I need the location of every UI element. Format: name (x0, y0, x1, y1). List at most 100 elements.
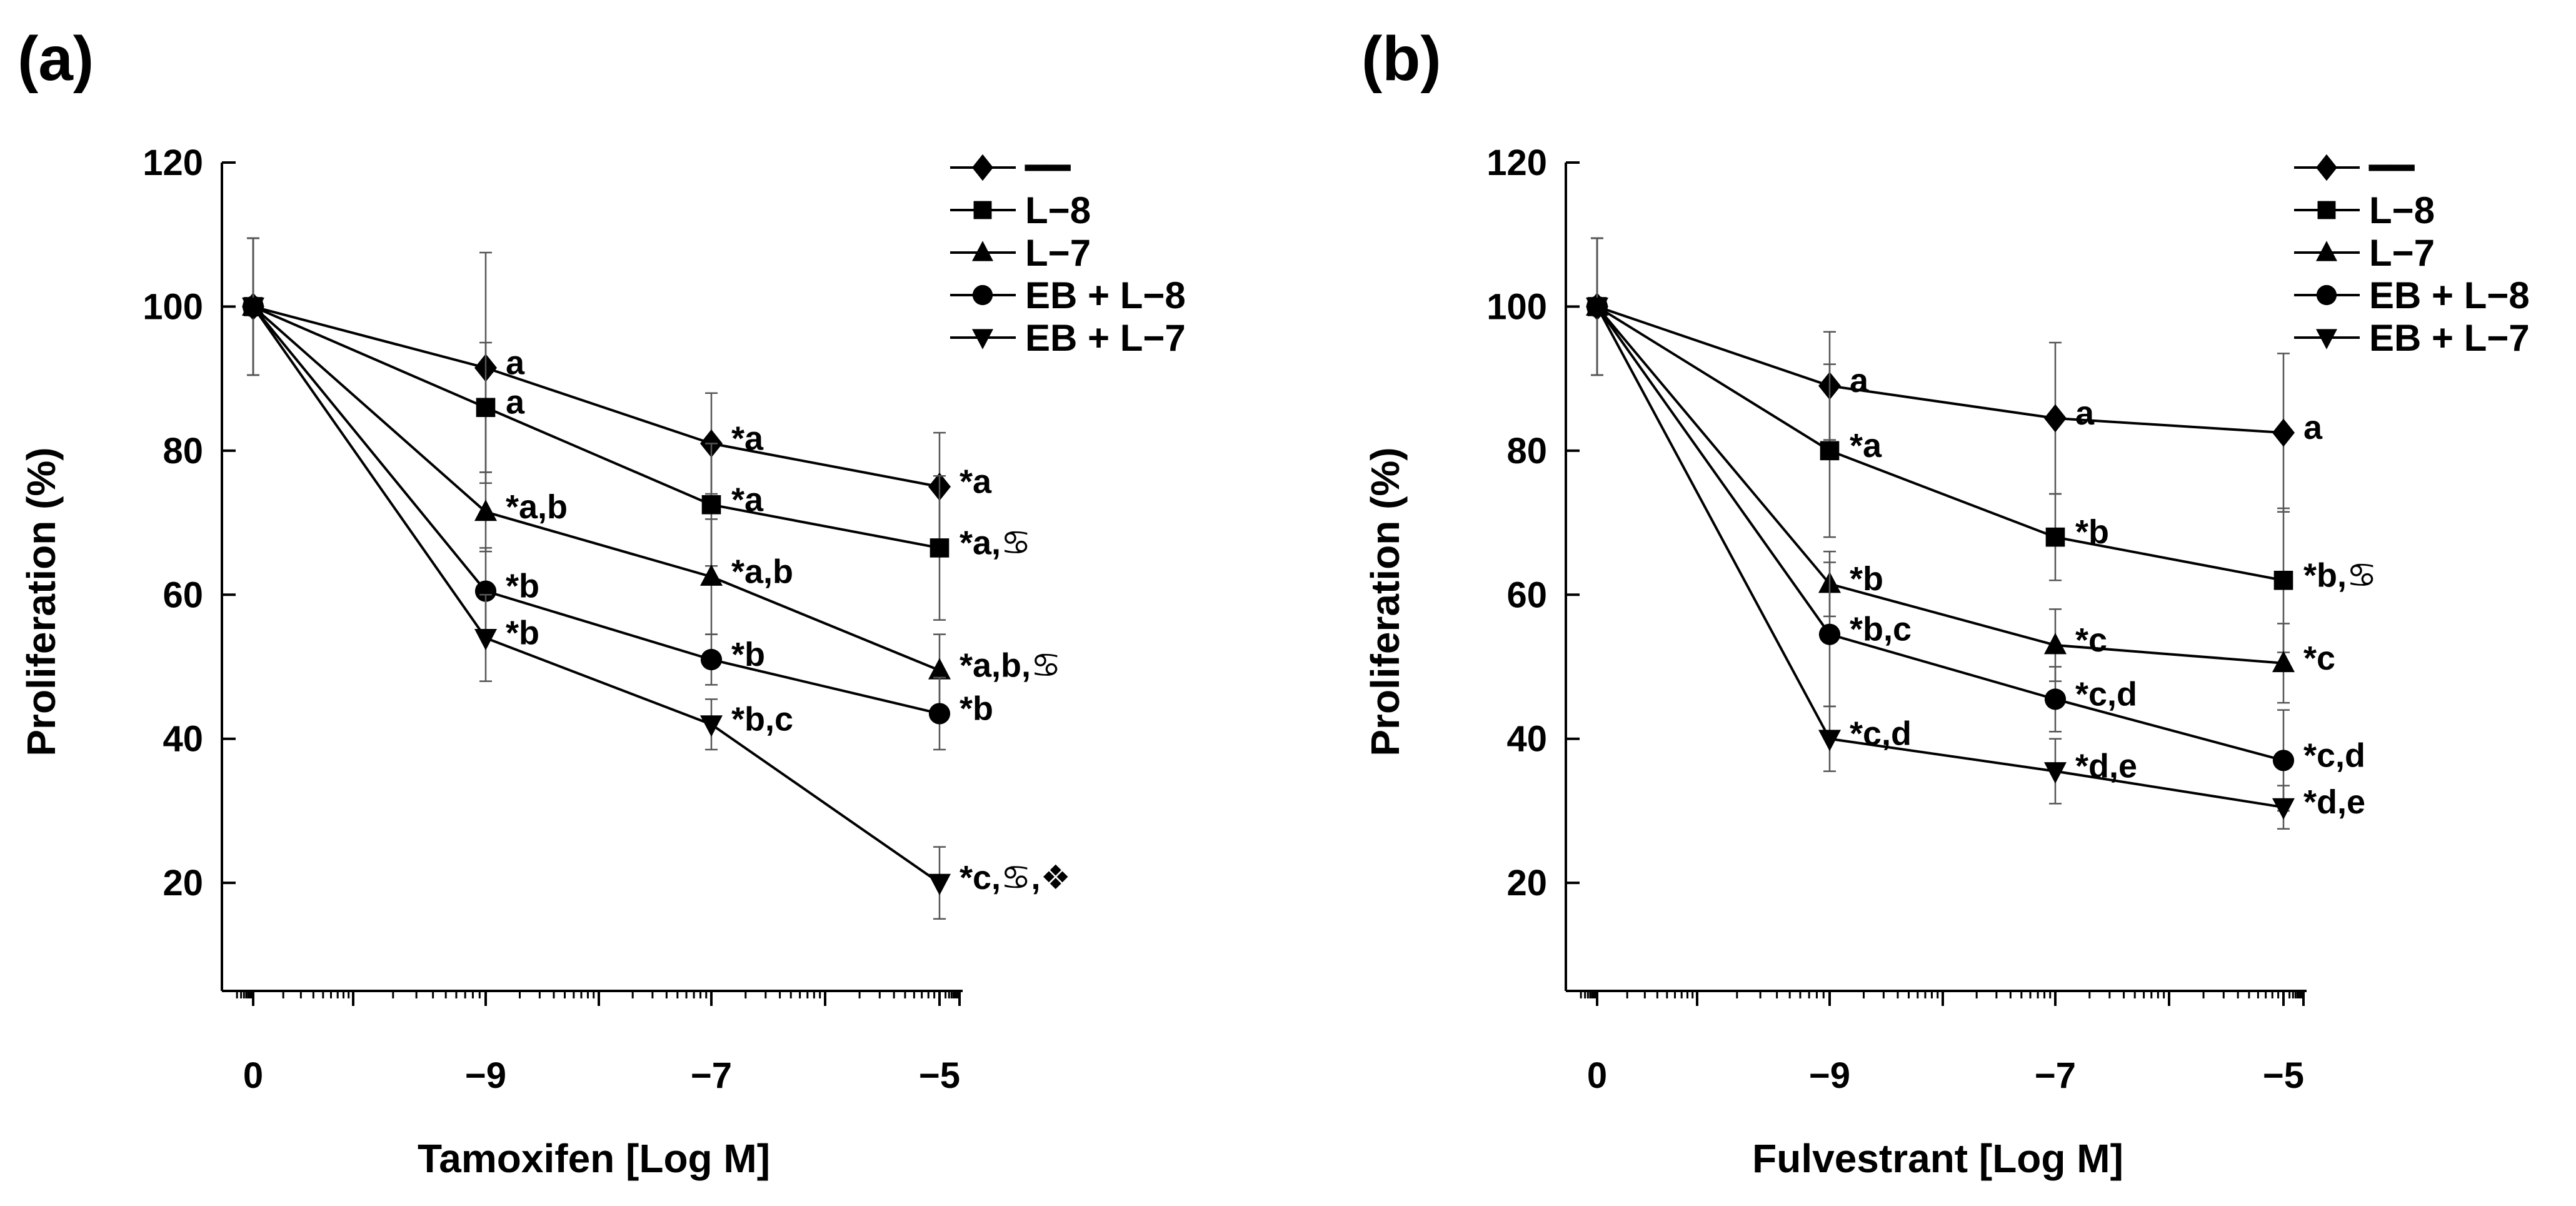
chart-a-data-point (476, 398, 496, 418)
chart-a-data-label: *c,♋,❖ (960, 859, 1071, 897)
chart-a-data-label: *a (731, 420, 764, 457)
chart-b: (b) 20 40 60 80 100 120 0 −9 −7 −5 Fulvestrant [Log… (1361, 24, 2530, 1181)
panel-a: (a) 20 40 60 80 100 120 0 −9 −7 −5 Tamoxifen [Log M… (0, 0, 1288, 1203)
chart-a-data-label: *a,b (731, 553, 793, 591)
chart-a-data-point (474, 580, 497, 602)
chart-b-data-label: a (1850, 362, 1869, 399)
chart-a-data-point (928, 873, 951, 895)
chart-a-x-tick-label: 0 (243, 1055, 263, 1096)
chart-b-series-line (1596, 305, 2284, 435)
chart-a-data-label: *a,b (506, 488, 568, 526)
chart-a-data-point (928, 658, 951, 680)
chart-a-y-tick-label: 80 (163, 431, 203, 471)
chart-a-data-label: *a (960, 463, 992, 500)
chart-b-data-point (2272, 750, 2295, 771)
chart-a-data-label: *a,b,♋ (960, 646, 1061, 684)
chart-b-legend-marker (2316, 241, 2337, 261)
chart-b-x-tick-label: 0 (1587, 1055, 1607, 1096)
chart-a-data-point (474, 629, 497, 651)
chart-a-data-label: a (506, 384, 525, 421)
chart-b-x-tick-label: −5 (2263, 1055, 2304, 1096)
chart-b-x-tick-label: −9 (1809, 1055, 1850, 1096)
chart-b-data-label: a (2075, 394, 2095, 432)
chart-a-data-point (701, 495, 721, 515)
chart-a-legend-marker (972, 241, 993, 261)
chart-b-data-label: *b (1850, 560, 1883, 598)
chart-a-series-3: *b *b *b (242, 237, 993, 751)
chart-b-legend-label: L−7 (2369, 232, 2435, 274)
chart-b-legend-marker (2316, 284, 2337, 306)
chart-b-legend-label: EB + L−7 (2369, 317, 2530, 359)
chart-b-series-line (1596, 306, 2284, 809)
chart-b-legend-marker (2317, 201, 2336, 219)
chart-b-data-point (2272, 798, 2295, 820)
chart-b-data-point (2272, 418, 2295, 447)
chart-a-y-axis-title: Proliferation (%) (19, 447, 64, 756)
chart-a-y-tick-label: 100 (143, 286, 203, 327)
chart-a-legend-marker (972, 284, 993, 306)
chart-a-series-2: *a,b *a,b *a,b,♋ (242, 237, 1061, 708)
chart-a-x-tick-label: −5 (919, 1055, 960, 1096)
chart-b-x-axis-title: Fulvestrant [Log M] (1752, 1136, 2123, 1181)
chart-b-legend-label: L−8 (2369, 189, 2435, 231)
chart-b-data-point (2044, 762, 2067, 784)
chart-a-x-tick-label: −7 (691, 1055, 732, 1096)
chart-b-series-line (1596, 306, 2284, 665)
chart-b-y-tick-label: 60 (1506, 575, 1547, 615)
chart-a-data-point (930, 538, 950, 558)
chart-b-data-label: *b,♋ (2303, 556, 2377, 594)
chart-a-legend-marker (972, 329, 993, 349)
chart-a-legend-marker (973, 201, 992, 219)
chart-a-series-line (253, 305, 940, 488)
chart-a-data-label: *b (960, 690, 993, 727)
chart-a-x-axis-title: Tamoxifen [Log M] (418, 1136, 770, 1181)
chart-b-series-line (1596, 305, 2284, 582)
chart-b-data-label: *b,c (1850, 611, 1912, 648)
chart-b-series-4: *c,d *d,e *d,e (1586, 237, 2365, 830)
chart-b-data-label: *c,d (2303, 736, 2365, 774)
chart-a-data-label: *a (731, 481, 764, 518)
chart-a-y-tick-label: 20 (163, 863, 203, 903)
chart-a-x-tick-label: −9 (465, 1055, 506, 1096)
chart-b-panel-letter: (b) (1361, 24, 1441, 94)
chart-a-legend: ━━L−8L−7EB + L−8EB + L−7 (950, 147, 1186, 359)
chart-b-data-point (2044, 404, 2067, 433)
chart-a-series-0: a *a *a (242, 237, 992, 542)
chart-a-legend-label: EB + L−8 (1025, 274, 1186, 316)
chart-b-data-label: *c,d (2075, 675, 2137, 713)
chart-b-data-label: *c,d (1850, 715, 1912, 753)
chart-a-data-point (700, 648, 723, 671)
chart-b-data-point (1818, 730, 1841, 751)
chart-b-data-label: *b (2075, 513, 2109, 551)
chart-a-panel-letter: (a) (18, 24, 94, 94)
chart-a-data-label: *b (506, 568, 539, 605)
chart-a-data-point (700, 564, 723, 586)
chart-a: (a) 20 40 60 80 100 120 0 −9 −7 −5 Tamoxifen [Log M… (18, 24, 1186, 1181)
chart-a-legend-marker (972, 154, 993, 181)
chart-a-data-point (474, 500, 497, 521)
chart-a-legend-label: EB + L−7 (1025, 317, 1186, 359)
chart-b-data-point (1586, 298, 1608, 319)
chart-a-series-line (253, 305, 940, 550)
chart-b-data-point (2044, 633, 2067, 655)
chart-b-legend-marker (2316, 154, 2337, 181)
chart-a-y-tick-label: 40 (163, 719, 203, 760)
chart-a-data-point (242, 298, 264, 319)
chart-b-legend-label: ━━ (2368, 147, 2415, 189)
chart-b-legend: ━━L−8L−7EB + L−8EB + L−7 (2294, 147, 2530, 359)
chart-a-legend-label: L−8 (1025, 189, 1091, 231)
chart-b-y-tick-label: 80 (1506, 431, 1547, 471)
chart-b-data-point (2045, 527, 2065, 547)
chart-b-data-point (2272, 650, 2295, 673)
chart-b-series-1: *a *b *b,♋ (1587, 237, 2377, 653)
chart-a-legend-label: L−7 (1025, 232, 1091, 274)
chart-b-y-axis-title: Proliferation (%) (1363, 447, 1408, 756)
chart-b-series-0: a a a (1586, 237, 2323, 513)
chart-a-y-tick-label: 60 (163, 575, 203, 615)
chart-b-series-line (1596, 306, 2284, 762)
chart-b-y-tick-label: 120 (1486, 143, 1547, 183)
chart-a-series-1: a *a *a,♋ (243, 237, 1031, 621)
chart-b-data-label: *d,e (2303, 783, 2365, 821)
chart-a-data-point (700, 715, 723, 737)
chart-b-data-label: a (2303, 409, 2323, 446)
